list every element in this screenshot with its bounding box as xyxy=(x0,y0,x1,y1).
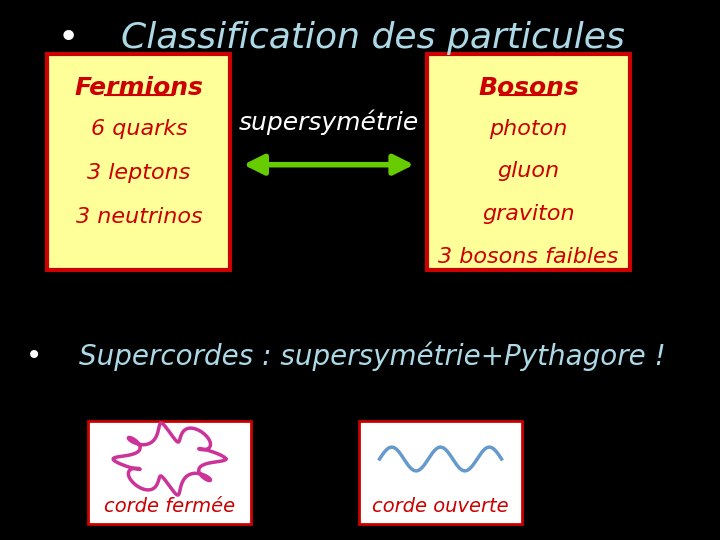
Text: 6 quarks: 6 quarks xyxy=(91,119,187,139)
Text: Classification des particules: Classification des particules xyxy=(121,21,625,55)
Text: gluon: gluon xyxy=(498,161,559,181)
Text: supersymétrie: supersymétrie xyxy=(238,110,419,135)
Text: graviton: graviton xyxy=(482,204,575,224)
Text: Bosons: Bosons xyxy=(478,76,579,99)
Text: Fermions: Fermions xyxy=(74,76,203,99)
FancyBboxPatch shape xyxy=(88,421,251,524)
Text: 3 neutrinos: 3 neutrinos xyxy=(76,207,202,227)
FancyBboxPatch shape xyxy=(48,54,230,270)
Text: 3 bosons faibles: 3 bosons faibles xyxy=(438,247,618,267)
Text: •: • xyxy=(26,342,42,370)
FancyBboxPatch shape xyxy=(359,421,522,524)
Text: corde fermée: corde fermée xyxy=(104,497,235,516)
FancyBboxPatch shape xyxy=(427,54,630,270)
Text: Supercordes : supersymétrie+Pythagore !: Supercordes : supersymétrie+Pythagore ! xyxy=(79,342,666,371)
Text: corde ouverte: corde ouverte xyxy=(372,497,509,516)
Text: •: • xyxy=(57,21,78,55)
Text: photon: photon xyxy=(490,119,568,139)
Text: 3 leptons: 3 leptons xyxy=(87,163,191,183)
